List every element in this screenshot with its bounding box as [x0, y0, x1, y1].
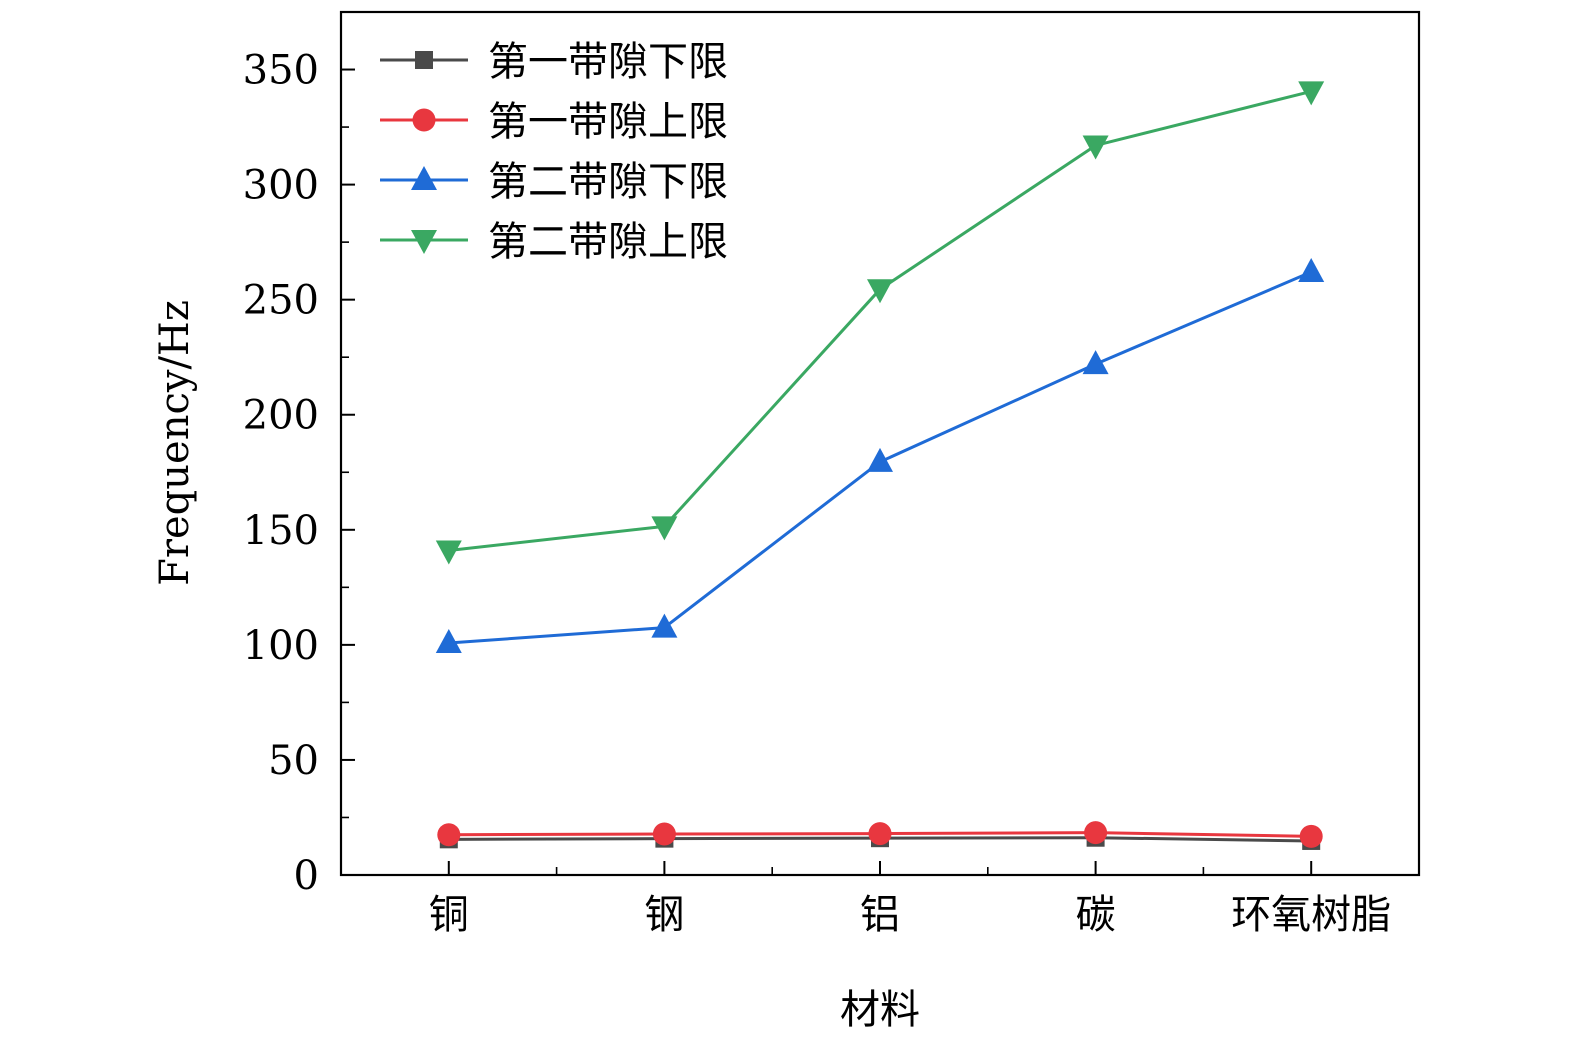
legend-item: 第二带隙下限	[380, 159, 728, 205]
data-point	[1082, 135, 1109, 160]
data-point	[435, 540, 462, 565]
x-tick-label: 铜	[429, 892, 469, 938]
series-2	[437, 821, 1323, 848]
x-axis: 铜 钢 铝 碳 环氧树脂	[429, 861, 1391, 938]
legend-marker	[412, 108, 436, 132]
series-3	[435, 258, 1325, 654]
legend-marker	[415, 51, 433, 69]
data-point	[652, 822, 676, 846]
data-point	[867, 447, 893, 472]
legend-item: 第一带隙上限	[380, 99, 728, 145]
y-tick-label: 350	[243, 48, 319, 94]
data-point	[1298, 81, 1325, 106]
data-point	[1298, 258, 1325, 283]
legend-item: 第二带隙上限	[380, 219, 728, 265]
y-tick-label: 250	[243, 278, 319, 324]
x-tick-label: 铝	[860, 892, 900, 938]
legend-label: 第一带隙上限	[488, 99, 728, 145]
y-axis: 0 50 100 150 200 250 300 350	[243, 48, 355, 899]
data-point	[437, 823, 461, 847]
series-4	[435, 81, 1325, 565]
x-tick-label: 钢	[644, 892, 684, 938]
legend-label: 第二带隙下限	[488, 159, 728, 205]
y-tick-label: 50	[268, 738, 319, 784]
data-point	[435, 629, 462, 654]
data-point	[1084, 821, 1108, 845]
legend-marker	[411, 166, 437, 190]
legend-item: 第一带隙下限	[380, 39, 728, 85]
data-point	[651, 516, 678, 541]
data-point	[651, 613, 678, 638]
legend-marker	[411, 230, 437, 254]
x-tick-label: 环氧树脂	[1231, 892, 1391, 938]
legend-label: 第一带隙下限	[488, 39, 728, 85]
x-tick-label: 碳	[1076, 892, 1116, 938]
data-point	[868, 822, 892, 846]
y-axis-title: Frequency/Hz	[152, 300, 198, 586]
x-axis-title: 材料	[840, 987, 920, 1033]
y-tick-label: 150	[243, 508, 319, 554]
y-tick-label: 300	[243, 163, 319, 209]
y-tick-label: 200	[243, 393, 319, 439]
data-point	[867, 279, 893, 304]
series-layer	[435, 81, 1325, 850]
legend-label: 第二带隙上限	[488, 219, 728, 265]
y-tick-label: 100	[243, 623, 319, 669]
data-point	[1299, 824, 1323, 848]
data-point	[1082, 350, 1109, 375]
y-tick-label: 0	[294, 853, 319, 899]
